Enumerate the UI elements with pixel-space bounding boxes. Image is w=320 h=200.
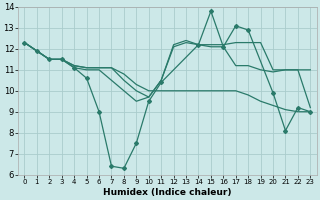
X-axis label: Humidex (Indice chaleur): Humidex (Indice chaleur) (103, 188, 232, 197)
